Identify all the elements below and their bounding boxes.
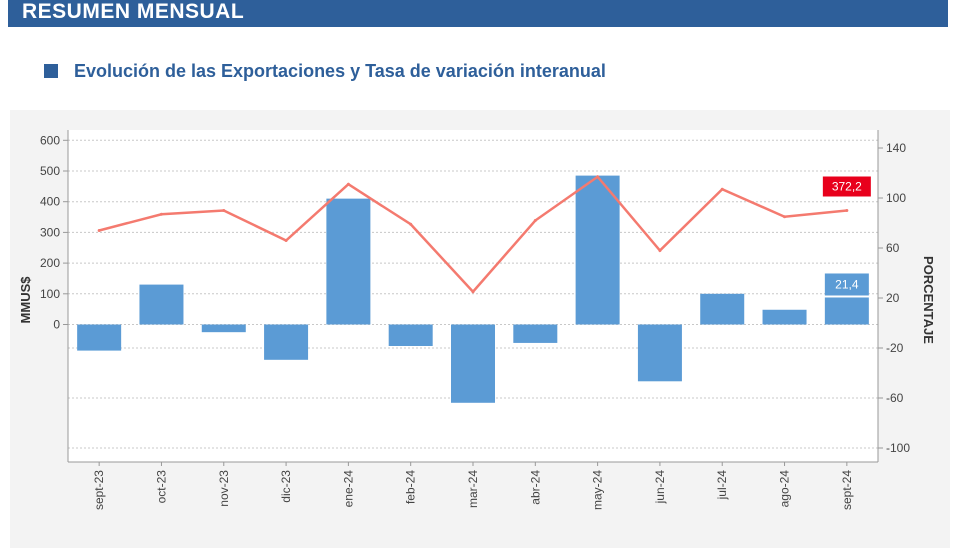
bar-sept-23 — [77, 324, 122, 351]
line-point-nov-23 — [222, 209, 226, 212]
bar-sept-24 — [824, 297, 869, 325]
bar-feb-24 — [388, 324, 433, 346]
line-point-jul-24 — [720, 187, 724, 191]
bar-data-label-box — [824, 273, 869, 296]
bar-ene-24 — [326, 198, 371, 325]
x-tick-label: ene-24 — [341, 470, 355, 508]
y-tick-label-right: 60 — [886, 241, 900, 255]
plot-area — [68, 130, 878, 462]
line-point-may-24 — [596, 175, 600, 179]
x-tick-label: sept-23 — [92, 470, 106, 510]
y-tick-label-left: 400 — [40, 195, 60, 209]
bar-jul-24 — [700, 293, 745, 325]
bar-abr-24 — [513, 324, 558, 343]
line-point-ene-24 — [346, 182, 350, 186]
line-point-mar-24 — [471, 290, 475, 294]
bar-jun-24 — [637, 324, 682, 382]
x-tick-label: ago-24 — [778, 470, 792, 508]
line-data-label: 372,2 — [832, 180, 862, 194]
x-tick-label: feb-24 — [404, 470, 418, 504]
x-tick-label: sept-24 — [840, 470, 854, 510]
y-axis-title-right: PORCENTAJE — [921, 256, 936, 344]
x-tick-label: jun-24 — [653, 470, 667, 505]
x-tick-label: oct-23 — [154, 470, 168, 504]
line-point-sept-23 — [97, 229, 101, 232]
bar-data-label: 21,4 — [835, 277, 859, 291]
line-data-label-box — [822, 176, 871, 197]
y-tick-label-right: -100 — [886, 441, 910, 455]
line-point-sept-24 — [845, 209, 849, 212]
x-tick-label: may-24 — [591, 470, 605, 510]
x-tick-label: dic-23 — [279, 470, 293, 503]
y-tick-label-right: -20 — [886, 341, 904, 355]
y-tick-label-right: 100 — [886, 191, 906, 205]
header-bar: RESUMEN MENSUAL — [8, 0, 948, 27]
line-point-oct-23 — [159, 212, 163, 216]
chart-svg: 600 500 400 300 200 100 0 140 100 60 20 -20 -60 -100 2… — [18, 130, 936, 510]
bullet-square-icon — [44, 64, 58, 78]
line-point-dic-23 — [284, 239, 288, 242]
y-tick-label-right: 20 — [886, 291, 900, 305]
bar-may-24 — [575, 175, 620, 325]
x-tick-label: mar-24 — [466, 470, 480, 508]
bar-mar-24 — [451, 324, 495, 403]
line-point-abr-24 — [533, 219, 537, 222]
y-tick-label-right: 140 — [886, 141, 906, 155]
bar-dic-23 — [264, 324, 309, 360]
line-point-ago-24 — [783, 215, 787, 219]
bar-ago-24 — [762, 309, 807, 325]
y-tick-label-left: 500 — [40, 164, 60, 178]
bar-nov-23 — [201, 324, 246, 333]
section-heading: Evolución de las Exportaciones y Tasa de… — [44, 59, 606, 83]
chart-panel: 600 500 400 300 200 100 0 140 100 60 20 -20 -60 -100 2… — [10, 110, 950, 548]
y-tick-label-left: 0 — [53, 318, 60, 332]
x-tick-label: abr-24 — [528, 470, 542, 505]
line-point-feb-24 — [409, 222, 413, 226]
y-tick-label-left: 600 — [40, 133, 60, 147]
chart-title: Evolución de las Exportaciones y Tasa de… — [74, 60, 606, 81]
y-axis-title-left: MMUS$ — [18, 276, 33, 324]
x-tick-label: nov-23 — [217, 470, 231, 507]
y-tick-label-left: 100 — [40, 287, 60, 301]
page-title: RESUMEN MENSUAL — [22, 0, 245, 23]
x-tick-label: jul-24 — [715, 470, 729, 501]
y-tick-label-left: 300 — [40, 225, 60, 239]
y-tick-label-left: 200 — [40, 256, 60, 270]
y-tick-label-right: -60 — [886, 391, 904, 405]
bar-oct-23 — [139, 284, 184, 325]
line-point-jun-24 — [658, 249, 662, 252]
